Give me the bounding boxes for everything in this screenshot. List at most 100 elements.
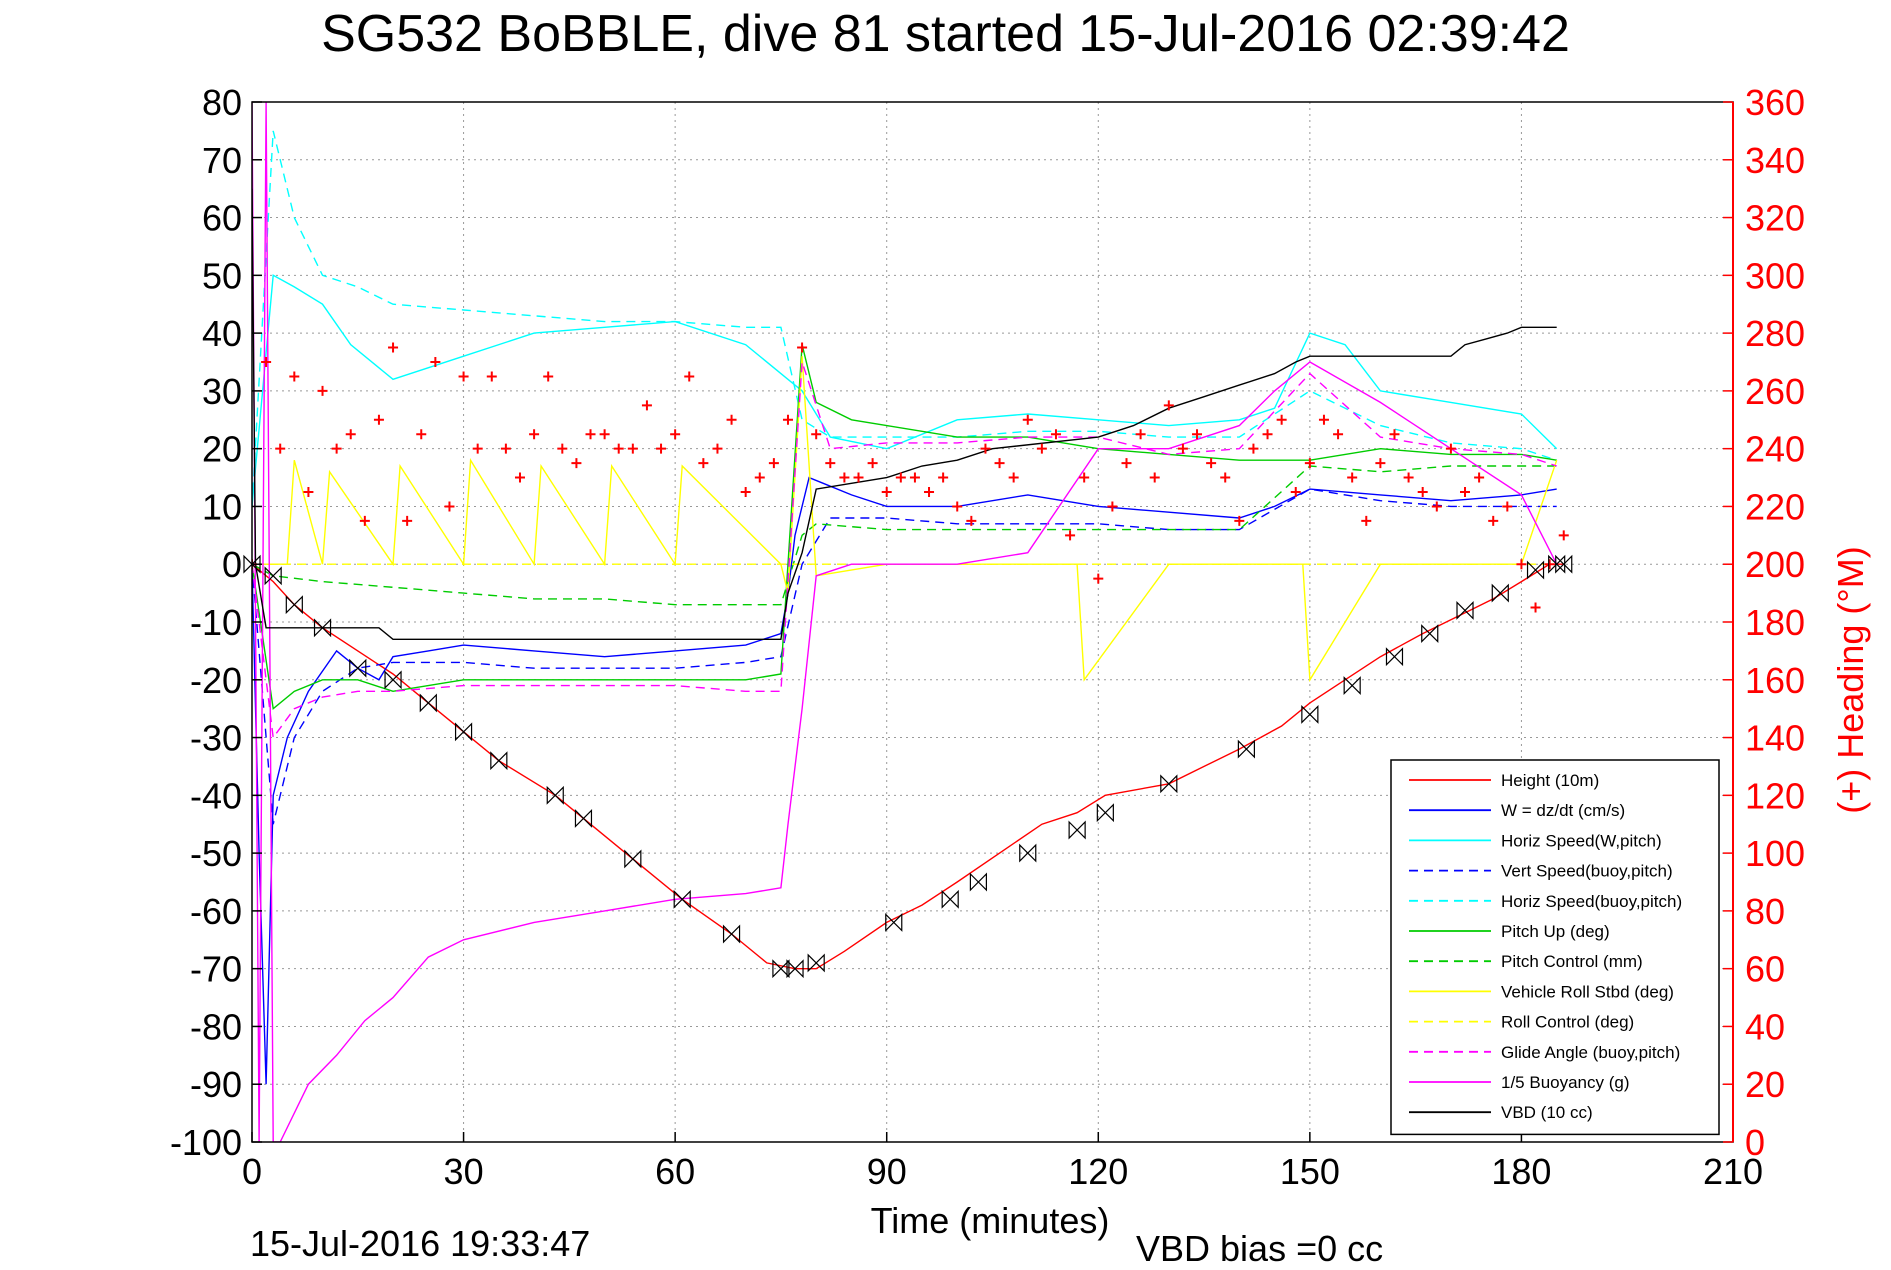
series-line-5 (252, 344, 1557, 711)
heading-point (1050, 429, 1061, 440)
legend-label: Horiz Speed(buoy,pitch) (1501, 892, 1682, 911)
heading-point (261, 357, 272, 367)
heading-point (1290, 487, 1301, 497)
heading-point (1460, 487, 1471, 497)
heading-point (500, 443, 511, 454)
y2-tick-label: 240 (1745, 429, 1805, 470)
depth-marker (1491, 583, 1509, 603)
heading-point (698, 458, 709, 469)
y2-tick-label: 40 (1745, 1006, 1785, 1047)
series-line-11 (252, 188, 1557, 640)
heading-point (895, 472, 906, 483)
heading-point (994, 458, 1005, 469)
heading-point (839, 472, 850, 483)
heading-point (867, 458, 878, 469)
heading-point (331, 443, 342, 454)
heading-point (1502, 501, 1513, 512)
depth-marker (454, 722, 473, 742)
heading-point (359, 515, 370, 526)
x-tick-label: 180 (1491, 1151, 1551, 1192)
heading-point (1248, 443, 1259, 454)
legend-label: 1/5 Buoyancy (g) (1501, 1073, 1630, 1092)
heading-point (797, 342, 808, 353)
depth-marker (1160, 774, 1178, 794)
heading-point (317, 385, 328, 396)
heading-point (303, 487, 314, 497)
y-tick-label: -10 (190, 602, 242, 643)
heading-point (1107, 501, 1118, 512)
footer-timestamp: 15-Jul-2016 19:33:47 (250, 1223, 591, 1264)
depth-marker (313, 618, 332, 638)
legend-label: VBD (10 cc) (1501, 1103, 1593, 1122)
depth-marker (490, 751, 508, 771)
heading-point (853, 472, 864, 483)
depth-marker (574, 808, 593, 828)
heading-point (430, 357, 441, 367)
heading-point (1445, 443, 1456, 454)
y2-tick-label: 360 (1745, 82, 1805, 123)
heading-point (909, 472, 920, 483)
heading-point (1262, 429, 1273, 440)
heading-point (345, 429, 356, 440)
heading-point (599, 429, 610, 440)
legend-label: Horiz Speed(W,pitch) (1501, 831, 1662, 850)
heading-point (1149, 472, 1160, 483)
legend-label: W = dz/dt (cm/s) (1501, 801, 1625, 820)
y-tick-label: -80 (190, 1006, 242, 1047)
depth-marker (1019, 843, 1037, 863)
depth-marker (1096, 803, 1114, 823)
heading-point (557, 443, 568, 454)
depth-marker (1343, 676, 1361, 696)
y2-tick-label: 180 (1745, 602, 1805, 643)
series-line-7 (252, 356, 1558, 683)
y2-tick-label: 200 (1745, 544, 1805, 585)
y2-tick-label: 300 (1745, 255, 1805, 296)
heading-point (811, 429, 822, 440)
y2-tick-label: 0 (1745, 1122, 1765, 1163)
heading-point (1065, 530, 1076, 541)
plot-lines (252, 102, 1564, 1142)
heading-point (388, 342, 399, 353)
legend-label: Roll Control (deg) (1501, 1013, 1634, 1032)
heading-point (1276, 414, 1287, 425)
heading-point (373, 414, 384, 425)
heading-point (627, 443, 638, 454)
heading-point (966, 515, 977, 526)
heading-point (740, 487, 751, 497)
y-tick-label: 40 (202, 313, 242, 354)
series-line-6 (252, 465, 1557, 606)
heading-markers (252, 342, 1569, 613)
x-tick-label: 150 (1280, 1151, 1340, 1192)
heading-point (458, 371, 469, 382)
depth-marker (786, 959, 804, 979)
x-tick-label: 120 (1068, 1151, 1128, 1192)
depth-marker (772, 959, 790, 979)
legend-label: Height (10m) (1501, 771, 1599, 790)
heading-point (1558, 530, 1569, 541)
y2-tick-label: 60 (1745, 949, 1785, 990)
depth-marker (1526, 560, 1545, 580)
series-line-9 (252, 361, 1557, 740)
heading-point (938, 472, 949, 483)
heading-point (416, 429, 427, 440)
depth-marker (1385, 647, 1404, 667)
depth-marker (384, 670, 402, 690)
depth-marker (941, 889, 959, 909)
depth-marker (264, 566, 282, 586)
heading-point (980, 443, 991, 454)
heading-point (712, 443, 723, 454)
page-title: SG532 BoBBLE, dive 81 started 15-Jul-201… (321, 5, 1570, 63)
series-line-0 (252, 563, 1564, 970)
y2-tick-label: 140 (1745, 718, 1805, 759)
series-line-1 (252, 476, 1557, 1085)
depth-marker (243, 554, 261, 574)
depth-marker (1421, 624, 1439, 644)
legend-label: Pitch Control (mm) (1501, 952, 1643, 971)
y-axis-right: 3603403203002802602402202001801601401201… (1723, 82, 1805, 1163)
heading-point (571, 458, 582, 469)
y-tick-label: 20 (202, 429, 242, 470)
heading-point (1079, 472, 1090, 483)
heading-point (1333, 429, 1344, 440)
legend: Height (10m) W = dz/dt (cm/s) Horiz Speed(… (1390, 759, 1720, 1136)
heading-point (1361, 515, 1372, 526)
